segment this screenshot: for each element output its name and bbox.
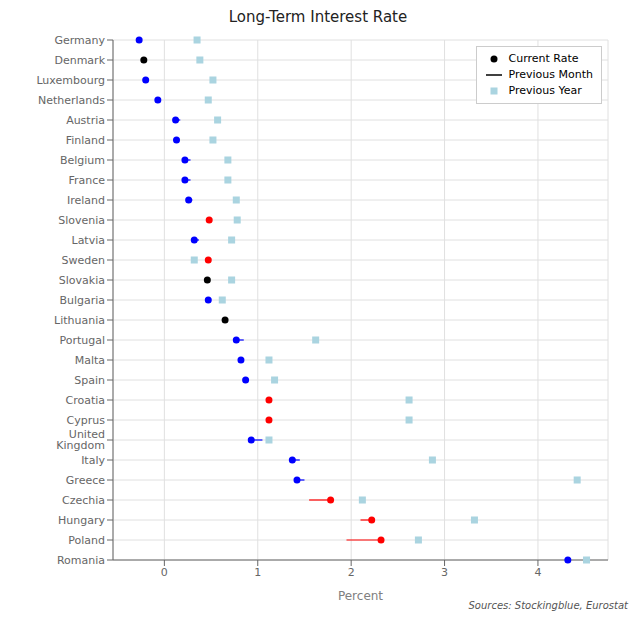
svg-text:Belgium: Belgium bbox=[60, 154, 105, 167]
svg-text:Italy: Italy bbox=[81, 454, 105, 467]
svg-text:Denmark: Denmark bbox=[54, 54, 105, 67]
svg-text:Bulgaria: Bulgaria bbox=[59, 294, 105, 307]
svg-text:Cyprus: Cyprus bbox=[67, 414, 106, 427]
svg-text:Luxembourg: Luxembourg bbox=[36, 74, 105, 87]
svg-text:Austria: Austria bbox=[66, 114, 105, 127]
svg-text:Netherlands: Netherlands bbox=[38, 94, 105, 107]
svg-text:1: 1 bbox=[254, 566, 261, 579]
svg-text:Finland: Finland bbox=[66, 134, 105, 147]
svg-text:Ireland: Ireland bbox=[67, 194, 105, 207]
svg-text:Czechia: Czechia bbox=[62, 494, 105, 507]
svg-text:2: 2 bbox=[348, 566, 355, 579]
svg-text:Greece: Greece bbox=[66, 474, 105, 487]
svg-text:Romania: Romania bbox=[57, 554, 105, 567]
html-text:Previous Month: Previous Month bbox=[508, 68, 593, 81]
svg-text:France: France bbox=[68, 174, 105, 187]
html-text:Previous Year: Previous Year bbox=[508, 84, 582, 97]
html-text:Sources: Stockingblue, Eurosta: Sources: Stockingblue, Eurostat bbox=[468, 600, 628, 611]
svg-text:4: 4 bbox=[534, 566, 541, 579]
html-text:Long-Term Interest Rate: Long-Term Interest Rate bbox=[228, 8, 408, 26]
html-text:Current Rate: Current Rate bbox=[508, 52, 579, 65]
svg-text:0: 0 bbox=[161, 566, 168, 579]
svg-text:UnitedKingdom: UnitedKingdom bbox=[56, 428, 105, 452]
svg-text:Latvia: Latvia bbox=[72, 234, 106, 247]
svg-text:Croatia: Croatia bbox=[65, 394, 105, 407]
svg-text:Slovakia: Slovakia bbox=[59, 274, 105, 287]
svg-text:Spain: Spain bbox=[74, 374, 105, 387]
svg-text:Poland: Poland bbox=[68, 534, 105, 547]
svg-text:3: 3 bbox=[441, 566, 448, 579]
svg-text:Portugal: Portugal bbox=[59, 334, 105, 347]
svg-text:Malta: Malta bbox=[75, 354, 105, 367]
svg-text:Lithuania: Lithuania bbox=[54, 314, 105, 327]
svg-text:Hungary: Hungary bbox=[58, 514, 105, 527]
svg-text:Sweden: Sweden bbox=[62, 254, 105, 267]
svg-text:Slovenia: Slovenia bbox=[58, 214, 105, 227]
svg-text:Germany: Germany bbox=[54, 34, 105, 47]
svg-text:Percent: Percent bbox=[338, 589, 383, 600]
